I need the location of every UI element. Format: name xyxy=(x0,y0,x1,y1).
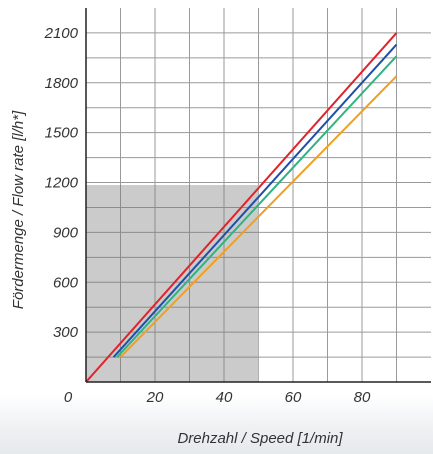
series-layer xyxy=(85,32,398,383)
x-tick-label: 60 xyxy=(285,389,302,406)
x-tick-label: 40 xyxy=(216,389,233,406)
y-tick-label: 2100 xyxy=(44,25,79,42)
y-tick-label: 1200 xyxy=(45,175,79,192)
y-tick-label: 1800 xyxy=(45,75,79,92)
y-tick-label: 300 xyxy=(53,324,79,341)
y-tick-label: 900 xyxy=(53,224,79,241)
series-line-2 xyxy=(112,43,398,358)
series-line-4 xyxy=(119,75,398,358)
axes xyxy=(85,8,431,383)
tick-labels: 300 600 900 1200 1500 1800 2100 20 40 60 80 0 xyxy=(44,25,371,406)
x-axis-title: Drehzahl / Speed [1/min] xyxy=(177,430,343,447)
y-tick-label: 1500 xyxy=(45,125,79,142)
x-tick-label: 80 xyxy=(354,389,371,406)
origin-label: 0 xyxy=(64,389,73,406)
y-axis-title: Fördermenge / Flow rate [l/h*] xyxy=(10,110,27,309)
series-line-1 xyxy=(85,32,398,383)
y-tick-label: 600 xyxy=(53,274,79,291)
series-line-3 xyxy=(116,55,398,358)
x-tick-label: 20 xyxy=(146,389,164,406)
